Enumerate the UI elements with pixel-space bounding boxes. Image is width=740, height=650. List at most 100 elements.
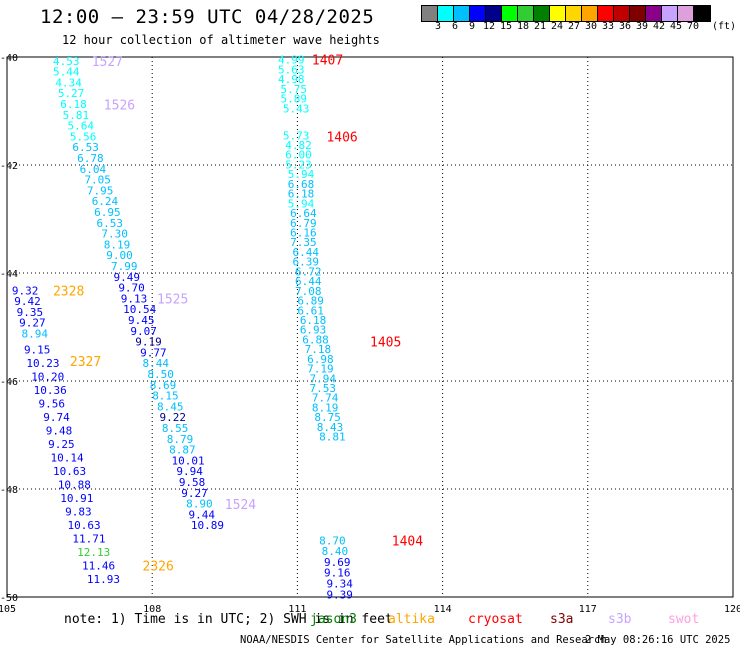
wave-height-value: 4.53	[53, 55, 79, 68]
color-scale-label: 15	[499, 21, 513, 32]
wave-height-value: 6.79	[290, 217, 317, 230]
wave-height-value: 8.79	[167, 433, 194, 446]
generation-timestamp: 2 May 08:26:16 UTC 2025	[585, 634, 731, 646]
color-swatch	[550, 6, 566, 21]
legend-item-s3a: s3a	[550, 612, 574, 627]
wave-height-value: 10.54	[123, 303, 156, 316]
wave-height-value: 11.93	[87, 573, 120, 586]
wave-height-value: 5.43	[283, 102, 310, 115]
wave-height-value: 10.63	[53, 465, 86, 478]
wave-height-value: 5.23	[285, 158, 312, 171]
color-scale-label: 27	[567, 21, 581, 32]
wave-height-value: 8.81	[319, 431, 346, 444]
wave-height-value: 9.45	[128, 314, 155, 327]
wave-height-value: 9.32	[12, 284, 39, 297]
x-tick-label: 108	[143, 604, 161, 615]
wave-height-value: 9.48	[46, 425, 73, 438]
color-swatch	[422, 6, 438, 21]
wave-height-value: 7.18	[305, 343, 332, 356]
color-scale-label: 36	[618, 21, 632, 32]
satellite-legend: jason3 altika cryosat s3a s3b swot	[310, 612, 740, 630]
color-scale-label: 21	[533, 21, 547, 32]
wave-height-value: 6.44	[293, 246, 320, 259]
wave-height-value: 7.08	[295, 285, 322, 298]
legend-item-jason3: jason3	[310, 612, 357, 627]
page-title: 12:00 – 23:59 UTC 04/28/2025	[40, 6, 375, 28]
footer-note: note: 1) Time is in UTC; 2) SWH is in fe…	[64, 612, 393, 627]
wave-height-value: 8.44	[143, 357, 170, 370]
y-tick-label: -50	[0, 593, 18, 604]
wave-height-value: 6.18	[300, 314, 327, 327]
wave-height-value: 9.13	[121, 292, 147, 305]
wave-height-value: 9.44	[189, 508, 216, 521]
color-swatch	[662, 6, 678, 21]
color-swatch	[646, 6, 662, 21]
wave-height-value: 9.70	[118, 282, 145, 295]
color-swatch	[534, 6, 550, 21]
wave-height-value: 8.45	[157, 400, 184, 413]
wave-height-value: 8.75	[314, 411, 341, 424]
wave-height-value: 10.20	[31, 371, 64, 384]
wave-height-value: 8.15	[152, 390, 179, 403]
wave-height-value: 5.63	[278, 63, 305, 76]
wave-height-value: 6.44	[295, 275, 322, 288]
legend-item-cryosat: cryosat	[468, 612, 523, 627]
x-tick-label: 111	[288, 604, 306, 615]
legend-item-s3b: s3b	[608, 612, 632, 627]
color-swatch	[694, 6, 710, 21]
wave-height-value: 6.88	[302, 333, 329, 346]
color-scale-label: 9	[468, 21, 476, 32]
wave-height-value: 9.27	[181, 487, 208, 500]
wave-height-value: 4.99	[278, 54, 305, 67]
wave-height-value: 9.16	[324, 567, 351, 580]
wave-height-value: 7.94	[310, 372, 337, 385]
wave-height-value: 7.30	[101, 228, 128, 241]
wave-height-value: 8.69	[150, 379, 177, 392]
wave-height-value: 7.53	[310, 382, 337, 395]
wave-height-value: 9.00	[106, 249, 133, 262]
wave-height-value: 8.50	[147, 368, 174, 381]
wave-height-value: 11.71	[72, 533, 105, 546]
color-scale-label: 30	[584, 21, 598, 32]
credit-text: NOAA/NESDIS Center for Satellite Applica…	[240, 634, 607, 646]
wave-height-value: 6.61	[297, 304, 324, 317]
color-swatch	[438, 6, 454, 21]
wave-height-value: 9.25	[48, 438, 75, 451]
track-pass-label: 1524	[225, 498, 256, 513]
wave-height-value: 9.19	[135, 336, 162, 349]
wave-height-value: 9.56	[38, 398, 65, 411]
wave-height-value: 6.53	[97, 217, 124, 230]
wave-height-value: 4.82	[285, 139, 312, 152]
wave-height-value: 5.94	[288, 197, 315, 210]
wave-height-value: 6.64	[290, 207, 317, 220]
track-pass-label: 1407	[312, 54, 343, 69]
wave-height-value: 9.34	[326, 578, 353, 591]
wave-height-value: 6.24	[92, 195, 119, 208]
wave-height-value: 9.42	[14, 295, 41, 308]
color-swatch	[614, 6, 630, 21]
color-scale-label: 42	[652, 21, 666, 32]
color-scale-label: 3	[434, 21, 442, 32]
wave-height-value: 5.44	[53, 66, 80, 79]
color-scale-labels: 3 6 9 12 15 18 21 24 27 30 33 36 39 42 45 70	[421, 21, 740, 33]
wave-height-value: 5.27	[58, 87, 85, 100]
wave-height-value: 6.95	[94, 206, 121, 219]
color-swatch	[454, 6, 470, 21]
y-tick-label: -42	[0, 161, 18, 172]
wave-height-value: 8.70	[319, 534, 346, 547]
wave-height-value: 4.34	[55, 76, 82, 89]
y-tick-label: -46	[0, 377, 18, 388]
wave-height-value: 11.46	[82, 560, 115, 573]
wave-height-value: 5.73	[283, 129, 310, 142]
color-swatch	[470, 6, 486, 21]
wave-height-value: 7.19	[307, 363, 334, 376]
wave-height-value: 6.04	[80, 163, 107, 176]
wave-height-value: 8.94	[22, 327, 49, 340]
color-swatch	[486, 6, 502, 21]
color-scale-label: 24	[550, 21, 564, 32]
wave-height-value: 9.69	[324, 556, 351, 569]
wave-height-value: 12.13	[77, 546, 110, 559]
wave-height-value: 10.63	[68, 519, 101, 532]
wave-height-value: 5.75	[280, 83, 307, 96]
wave-height-value: 4.98	[278, 73, 305, 86]
